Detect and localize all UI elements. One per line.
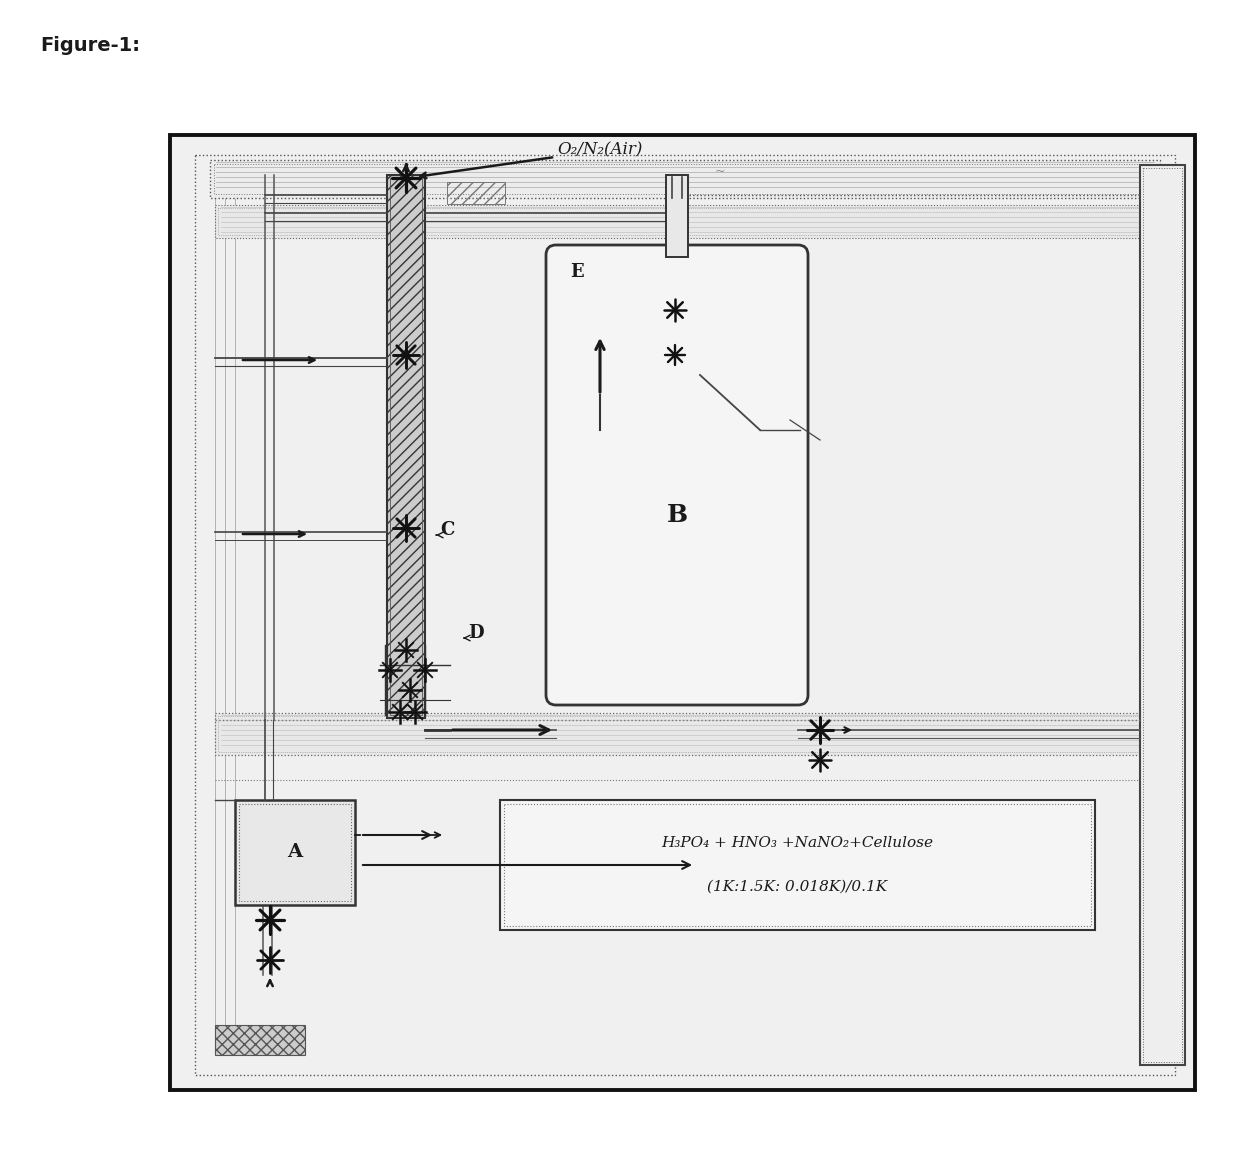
Text: D: D [467,624,484,641]
Bar [195,155,1176,1075]
Text: ~: ~ [714,165,725,178]
Bar [170,135,1195,1090]
Bar [446,182,505,205]
Bar [1143,168,1182,1062]
Bar [215,1025,305,1055]
Text: Figure-1:: Figure-1: [40,36,140,55]
Bar [500,799,1095,930]
Text: C: C [440,521,454,539]
Bar [236,799,355,905]
Bar [210,160,1159,198]
Bar [218,716,1152,752]
Bar [387,175,425,718]
Bar [239,804,351,901]
Text: (1K:1.5K: 0.018K)/0.1K: (1K:1.5K: 0.018K)/0.1K [707,880,887,894]
Bar [503,804,1091,926]
Bar [215,164,1156,194]
Text: A: A [288,842,303,861]
Text: B: B [666,503,687,528]
Bar [215,713,1154,755]
Bar [1140,165,1185,1066]
Text: E: E [570,263,584,281]
Text: O₂/N₂(Air): O₂/N₂(Air) [557,142,642,158]
Bar [666,175,688,257]
Bar [215,205,1154,238]
FancyBboxPatch shape [546,245,808,705]
Bar [391,178,422,715]
Bar [218,208,1152,235]
Text: H₃PO₄ + HNO₃ +NaNO₂+Cellulose: H₃PO₄ + HNO₃ +NaNO₂+Cellulose [661,835,932,849]
